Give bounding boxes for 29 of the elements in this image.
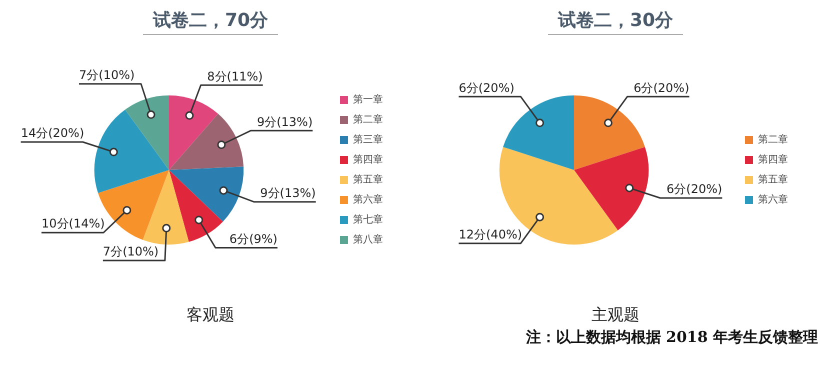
data-label: 14分(20%) [20,126,84,140]
data-label: 12分(40%) [458,227,522,242]
data-label: 6分(20%) [458,80,514,95]
chart-title: 试卷二，70分 [142,8,278,35]
legend-label: 第七章 [353,214,383,226]
data-label: 9分(13%) [256,114,313,129]
legend-label: 第三章 [353,134,383,146]
legend-label: 第五章 [758,174,788,186]
data-label: 6分(20%) [634,80,690,95]
text: 客观题 [186,305,234,326]
data-label: 6分(20%) [666,182,722,196]
legend-label: 第二章 [353,114,383,126]
data-label: 6分(9%) [229,232,278,246]
legend-label: 第八章 [353,234,383,246]
legend-label: 第四章 [353,154,383,166]
data-label: 9分(13%) [260,186,316,200]
legend-label: 第二章 [758,134,788,146]
legend-label: 第五章 [353,174,383,186]
data-label: 10分(14%) [42,216,105,231]
data-label: 7分(10%) [78,68,135,82]
data-label: 8分(11%) [207,69,263,84]
legend-label: 第四章 [758,154,788,166]
legend-label: 第六章 [353,194,383,206]
chart-title: 试卷二，30分 [548,8,684,35]
legend-label: 第一章 [353,94,383,106]
text: 注：以上数据均根据 2018 年考生反馈整理 [526,328,818,347]
text: 主观题 [592,305,640,326]
legend-label: 第六章 [758,194,788,206]
data-label: 7分(10%) [102,244,159,259]
